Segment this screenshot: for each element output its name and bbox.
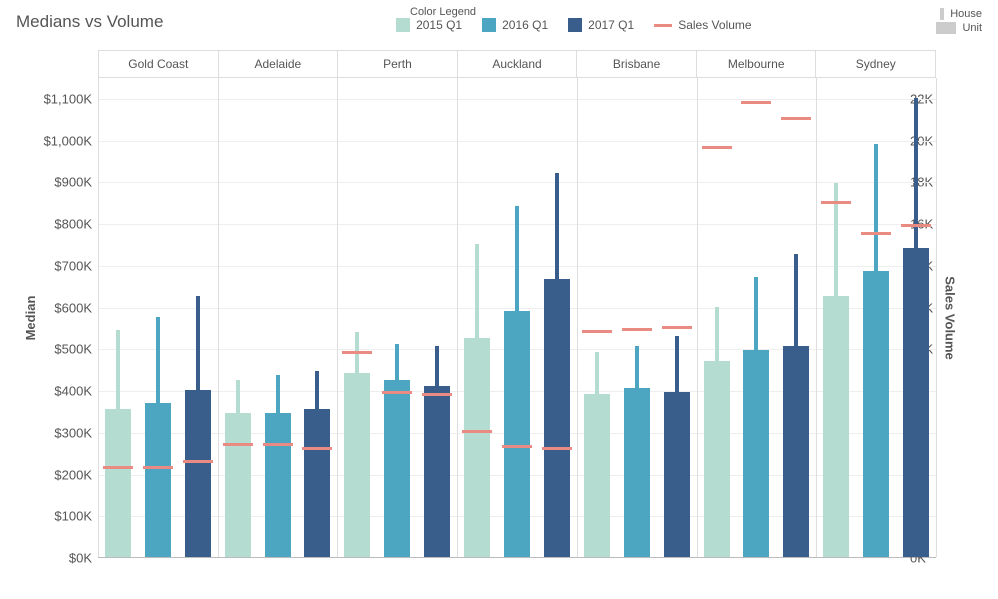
legend-title: Color Legend — [410, 6, 476, 18]
bar-house — [675, 336, 679, 557]
city-header: Perth — [338, 51, 458, 77]
group-separator — [697, 78, 698, 557]
y-left-tick: $600K — [22, 300, 92, 315]
sales-volume-mark — [143, 466, 173, 469]
bar-house — [715, 307, 719, 557]
sales-volume-mark — [302, 447, 332, 450]
bar-house — [635, 346, 639, 557]
group-separator — [816, 78, 817, 557]
shape-legend: House Unit — [936, 8, 982, 36]
bar-house — [914, 98, 918, 557]
group-separator — [457, 78, 458, 557]
y-left-tick: $500K — [22, 342, 92, 357]
legend-swatch-2017 — [568, 18, 582, 32]
group-separator — [936, 78, 937, 557]
group-separator — [98, 78, 99, 557]
legend-item-2017: 2017 Q1 — [568, 18, 634, 32]
sales-volume-mark — [183, 460, 213, 463]
color-legend: Color Legend 2015 Q1 2016 Q1 2017 Q1 Sal… — [410, 4, 752, 32]
sales-volume-mark — [741, 101, 771, 104]
bar-house — [236, 380, 240, 557]
city-header: Gold Coast — [98, 51, 219, 77]
sales-volume-mark — [502, 445, 532, 448]
bar-house — [395, 344, 399, 557]
legend-swatch-2015 — [396, 18, 410, 32]
city-header: Adelaide — [219, 51, 339, 77]
sales-volume-mark — [462, 430, 492, 433]
legend-swatch-2016 — [482, 18, 496, 32]
bar-house — [794, 254, 798, 557]
legend-unit: Unit — [936, 22, 982, 34]
sales-volume-mark — [542, 447, 572, 450]
gridline — [98, 99, 936, 100]
bar-house — [355, 332, 359, 557]
house-shape-icon — [940, 8, 944, 20]
gridline — [98, 182, 936, 183]
city-header: Brisbane — [577, 51, 697, 77]
sales-volume-mark — [382, 391, 412, 394]
y-left-ticks: $0K$100K$200K$300K$400K$500K$600K$700K$8… — [22, 78, 92, 557]
bar-house — [555, 173, 559, 557]
bar-house — [156, 317, 160, 557]
bar-house — [515, 206, 519, 557]
city-header: Melbourne — [697, 51, 817, 77]
city-header-row: Gold CoastAdelaidePerthAucklandBrisbaneM… — [98, 50, 936, 78]
bar-house — [834, 183, 838, 557]
sales-volume-mark — [342, 351, 372, 354]
legend-house: House — [936, 8, 982, 20]
legend-label-2015: 2015 Q1 — [416, 18, 462, 32]
y-left-tick: $400K — [22, 384, 92, 399]
sales-volume-mark — [861, 232, 891, 235]
sales-volume-mark — [622, 328, 652, 331]
chart-container: Medians vs Volume Color Legend 2015 Q1 2… — [0, 0, 998, 599]
sales-volume-mark — [223, 443, 253, 446]
y-left-tick: $700K — [22, 258, 92, 273]
bar-house — [475, 244, 479, 557]
chart-header: Medians vs Volume Color Legend 2015 Q1 2… — [0, 0, 998, 50]
legend-item-volume: Sales Volume — [654, 18, 751, 32]
y-left-tick: $800K — [22, 217, 92, 232]
sales-volume-mark — [662, 326, 692, 329]
plot-area: Median Sales Volume $0K$100K$200K$300K$4… — [98, 78, 936, 558]
city-header: Sydney — [816, 51, 936, 77]
group-separator — [218, 78, 219, 557]
bar-house — [276, 375, 280, 557]
legend-label-volume: Sales Volume — [678, 18, 751, 32]
unit-shape-icon — [936, 22, 956, 34]
y-left-tick: $200K — [22, 467, 92, 482]
group-separator — [337, 78, 338, 557]
y-left-tick: $100K — [22, 509, 92, 524]
y-left-tick: $1,100K — [22, 91, 92, 106]
y-left-tick: $900K — [22, 175, 92, 190]
bar-house — [315, 371, 319, 557]
bar-house — [116, 330, 120, 557]
legend-item-2015: 2015 Q1 — [396, 18, 462, 32]
bar-house — [754, 277, 758, 557]
bar-house — [435, 346, 439, 557]
bar-house — [196, 296, 200, 557]
legend-items: 2015 Q1 2016 Q1 2017 Q1 Sales Volume — [396, 18, 752, 32]
legend-label-2016: 2016 Q1 — [502, 18, 548, 32]
city-header: Auckland — [458, 51, 578, 77]
legend-unit-label: Unit — [962, 22, 982, 34]
sales-volume-mark — [781, 117, 811, 120]
sales-volume-mark — [702, 146, 732, 149]
legend-item-2016: 2016 Q1 — [482, 18, 548, 32]
y-left-tick: $0K — [22, 551, 92, 566]
sales-volume-mark — [821, 201, 851, 204]
y-left-tick: $300K — [22, 425, 92, 440]
bar-house — [595, 352, 599, 557]
sales-volume-mark — [103, 466, 133, 469]
sales-volume-mark — [422, 393, 452, 396]
group-separator — [577, 78, 578, 557]
sales-volume-mark — [901, 224, 931, 227]
sales-volume-mark — [263, 443, 293, 446]
sales-volume-mark — [582, 330, 612, 333]
legend-label-2017: 2017 Q1 — [588, 18, 634, 32]
legend-house-label: House — [950, 8, 982, 20]
y-left-tick: $1,000K — [22, 133, 92, 148]
gridline — [98, 141, 936, 142]
legend-swatch-volume — [654, 24, 672, 27]
bar-house — [874, 144, 878, 557]
